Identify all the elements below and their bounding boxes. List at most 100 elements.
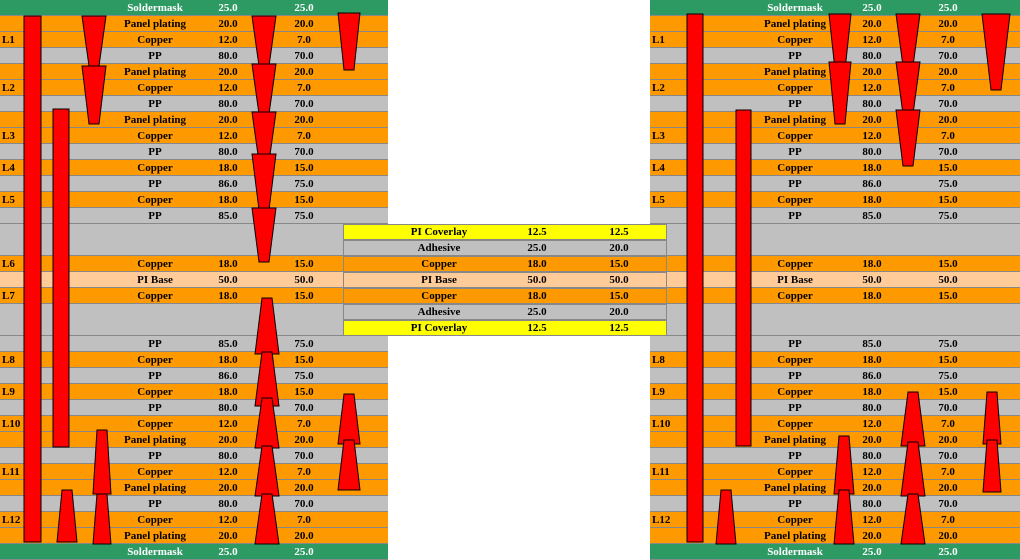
flex-row-coverlay: PI Coverlay 12.5 12.5 <box>343 320 667 336</box>
material-name: Copper <box>421 258 457 270</box>
thickness-before: 85.0 <box>218 210 238 222</box>
thickness-before: 86.0 <box>218 178 238 190</box>
thickness-after: 7.0 <box>297 130 311 142</box>
stackup-row-copper: L11 Copper 12.0 7.0 <box>650 464 1020 480</box>
thickness-before: 20.0 <box>862 114 882 126</box>
stackup-row-pp: PP 85.0 75.0 <box>0 208 388 224</box>
thickness-after: 7.0 <box>297 514 311 526</box>
stackup-row-pp: PP 80.0 70.0 <box>0 48 388 64</box>
stackup-row-copper: L11 Copper 12.0 7.0 <box>0 464 388 480</box>
material-name: Soldermask <box>767 2 823 14</box>
stackup-row-copper: L12 Copper 12.0 7.0 <box>650 512 1020 528</box>
layer-label: L1 <box>2 34 15 46</box>
thickness-before: 50.0 <box>218 274 238 286</box>
thickness-after: 70.0 <box>938 146 958 158</box>
layer-label: L2 <box>2 82 15 94</box>
thickness-after: 15.0 <box>609 290 629 302</box>
layer-label: L4 <box>2 162 15 174</box>
thickness-before: 12.0 <box>218 82 238 94</box>
thickness-before: 12.0 <box>862 466 882 478</box>
thickness-after: 20.0 <box>938 434 958 446</box>
thickness-before: 12.5 <box>527 226 547 238</box>
thickness-before: 50.0 <box>527 274 547 286</box>
flex-row-copper: Copper 18.0 15.0 <box>343 288 667 304</box>
material-name: PP <box>148 50 162 62</box>
thickness-before: 80.0 <box>218 498 238 510</box>
thickness-after: 75.0 <box>938 210 958 222</box>
layer-label: L5 <box>652 194 665 206</box>
thickness-after: 70.0 <box>294 402 314 414</box>
material-name: PP <box>148 98 162 110</box>
thickness-after: 15.0 <box>938 290 958 302</box>
thickness-before: 18.0 <box>862 162 882 174</box>
thickness-after: 75.0 <box>938 338 958 350</box>
thickness-before: 86.0 <box>218 370 238 382</box>
thickness-before: 80.0 <box>218 450 238 462</box>
thickness-before: 20.0 <box>862 434 882 446</box>
thickness-after: 75.0 <box>294 338 314 350</box>
thickness-after: 25.0 <box>294 2 314 14</box>
thickness-after: 70.0 <box>294 50 314 62</box>
layer-label: L11 <box>652 466 670 478</box>
stackup-row-plating: Panel plating 20.0 20.0 <box>0 432 388 448</box>
thickness-before: 25.0 <box>527 306 547 318</box>
stackup-row-pp: PP 80.0 70.0 <box>650 400 1020 416</box>
thickness-before: 86.0 <box>862 178 882 190</box>
pp-fill-gap <box>650 224 1020 256</box>
flex-row-coverlay: PI Coverlay 12.5 12.5 <box>343 224 667 240</box>
layer-label: L6 <box>2 258 15 270</box>
stackup-row-copper: L7 Copper 18.0 15.0 <box>0 288 388 304</box>
material-name: PP <box>788 450 802 462</box>
stackup-row-pi_base: PI Base 50.0 50.0 <box>650 272 1020 288</box>
stackup-row-pp: PP 86.0 75.0 <box>650 176 1020 192</box>
material-name: PP <box>148 178 162 190</box>
thickness-before: 18.0 <box>218 258 238 270</box>
material-name: Copper <box>777 82 813 94</box>
thickness-before: 20.0 <box>218 18 238 30</box>
material-name: Copper <box>137 354 173 366</box>
stackup-row-plating: Panel plating 20.0 20.0 <box>650 16 1020 32</box>
thickness-after: 75.0 <box>938 178 958 190</box>
thickness-after: 15.0 <box>938 162 958 174</box>
material-name: PP <box>148 402 162 414</box>
thickness-after: 15.0 <box>938 386 958 398</box>
material-name: PI Base <box>777 274 813 286</box>
material-name: PP <box>788 338 802 350</box>
stackup-row-copper: L3 Copper 12.0 7.0 <box>0 128 388 144</box>
material-name: Panel plating <box>763 66 827 78</box>
material-name: Panel plating <box>123 530 187 542</box>
layer-label: L9 <box>2 386 15 398</box>
stackup-row-plating: Panel plating 20.0 20.0 <box>650 112 1020 128</box>
stackup-row-pp: PP 80.0 70.0 <box>650 448 1020 464</box>
thickness-after: 20.0 <box>294 66 314 78</box>
stackup-row-pp: PP 85.0 75.0 <box>650 336 1020 352</box>
thickness-after: 75.0 <box>294 178 314 190</box>
thickness-after: 70.0 <box>938 98 958 110</box>
stackup-row-copper: L5 Copper 18.0 15.0 <box>650 192 1020 208</box>
thickness-after: 7.0 <box>941 130 955 142</box>
stackup-row-pp: PP 80.0 70.0 <box>0 96 388 112</box>
stackup-row-pp: PP 80.0 70.0 <box>0 448 388 464</box>
material-name: Adhesive <box>417 242 461 254</box>
layer-label: L7 <box>2 290 15 302</box>
thickness-after: 12.5 <box>609 322 629 334</box>
thickness-after: 7.0 <box>297 34 311 46</box>
material-name: Copper <box>777 130 813 142</box>
stackup-row-copper: L10 Copper 12.0 7.0 <box>0 416 388 432</box>
stackup-row-pp: PP 80.0 70.0 <box>650 48 1020 64</box>
thickness-after: 15.0 <box>294 290 314 302</box>
thickness-before: 18.0 <box>862 354 882 366</box>
material-name: Copper <box>137 34 173 46</box>
layer-label: L2 <box>652 82 665 94</box>
layer-label: L5 <box>2 194 15 206</box>
thickness-before: 20.0 <box>218 530 238 542</box>
thickness-before: 20.0 <box>218 434 238 446</box>
thickness-before: 18.0 <box>862 290 882 302</box>
stackup-row-soldermask: Soldermask 25.0 25.0 <box>650 544 1020 560</box>
stackup-row-pp: PP 80.0 70.0 <box>0 144 388 160</box>
stackup-row-plating: Panel plating 20.0 20.0 <box>0 64 388 80</box>
material-name: PI Base <box>421 274 457 286</box>
stackup-row-pp: PP 85.0 75.0 <box>650 208 1020 224</box>
thickness-before: 12.0 <box>862 34 882 46</box>
